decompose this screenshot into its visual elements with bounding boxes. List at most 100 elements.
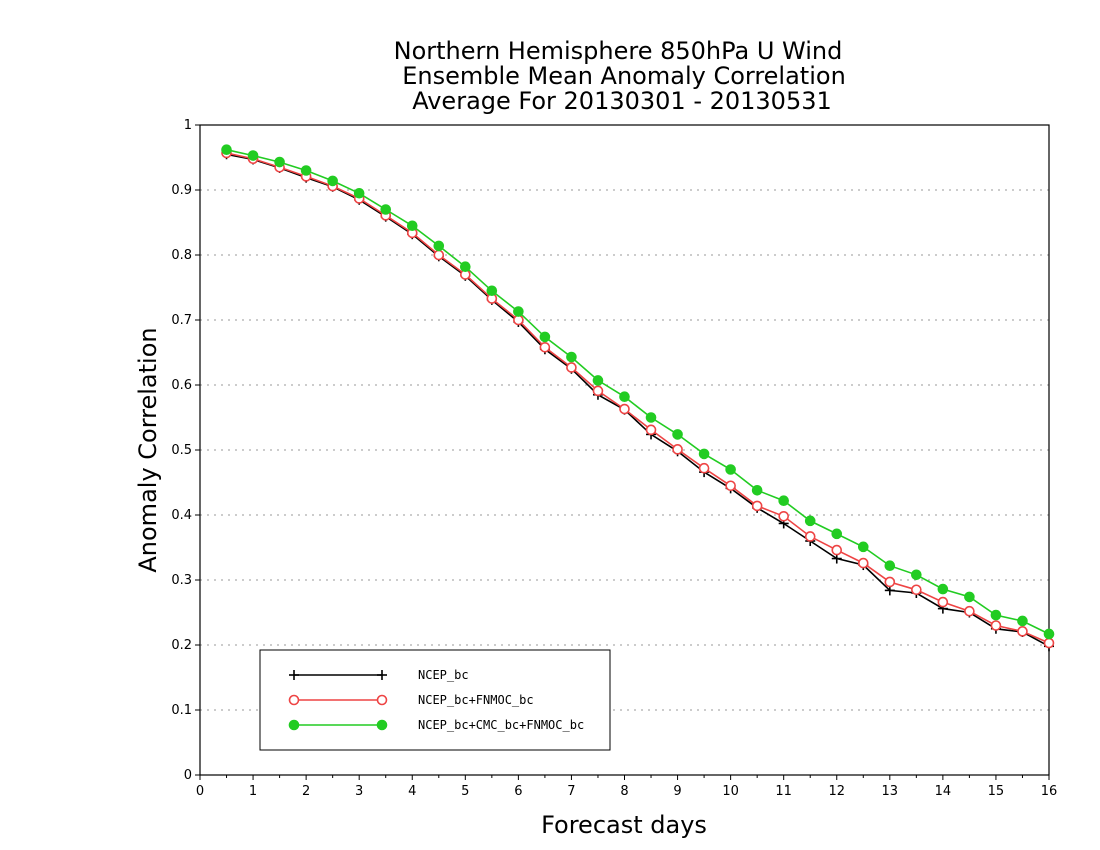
legend-marker: [288, 719, 300, 731]
series-layer: [221, 144, 1055, 652]
data-point: [566, 351, 577, 363]
title-line-3: Average For 20130301 - 20130531: [412, 87, 832, 115]
data-point: [778, 495, 789, 507]
data-point: [778, 510, 789, 522]
x-tick-label: 6: [514, 784, 522, 799]
data-point: [460, 261, 471, 273]
data-point: [990, 609, 1002, 621]
data-point: [698, 448, 710, 460]
x-tick-label: 15: [988, 784, 1005, 799]
data-point: [672, 444, 683, 455]
data-point: [911, 584, 922, 596]
data-point: [831, 544, 843, 556]
legend-marker: [377, 670, 387, 680]
legend-label: NCEP_bc+FNMOC_bc: [418, 693, 534, 707]
data-point: [1017, 615, 1028, 627]
data-point: [247, 150, 259, 161]
y-tick-label: 0.3: [171, 573, 192, 588]
legend-item: NCEP_bc: [289, 668, 469, 682]
series-line: [226, 148, 1050, 635]
x-tick-label: 8: [620, 784, 628, 799]
series-line: [226, 152, 1050, 644]
data-point: [513, 314, 524, 326]
data-point: [274, 156, 285, 168]
data-point: [831, 528, 843, 540]
data-point: [645, 412, 657, 423]
data-point: [804, 515, 816, 527]
data-point: [857, 557, 869, 569]
chart-title: Northern Hemisphere 850hPa U Wind Ensemb…: [394, 37, 846, 115]
x-tick-label: 12: [828, 784, 845, 799]
data-point: [911, 569, 922, 581]
series-1: [221, 149, 1054, 652]
data-point: [300, 165, 312, 176]
data-point: [884, 576, 896, 588]
data-point: [645, 424, 657, 436]
legend: NCEP_bc NCEP_bc+FNMOC_bc NCEP_bc+CMC_bc+FN…: [259, 649, 611, 751]
series-line: [226, 153, 1050, 648]
legend-items: NCEP_bc NCEP_bc+FNMOC_bc NCEP_bc+CMC_bc+FN…: [288, 668, 584, 732]
x-tick-label: 1: [249, 784, 257, 799]
data-point: [937, 596, 949, 608]
title-line-2: Ensemble Mean Anomaly Correlation: [402, 62, 846, 90]
y-tick-label: 0.7: [171, 313, 192, 328]
series-2: [221, 147, 1055, 649]
y-tick-label: 0.2: [171, 638, 192, 653]
y-tick-label: 0.6: [171, 378, 192, 393]
grid: [200, 189, 1049, 711]
data-point: [698, 462, 710, 474]
data-point: [1043, 628, 1055, 640]
x-tick-label: 5: [461, 784, 469, 799]
data-point: [566, 362, 577, 373]
data-point: [619, 391, 630, 403]
x-tick-label: 10: [722, 784, 739, 799]
data-point: [619, 403, 630, 415]
data-point: [406, 220, 418, 232]
x-tick-label: 9: [673, 784, 681, 799]
legend-marker: [376, 694, 388, 706]
data-point: [353, 187, 365, 199]
data-point: [804, 531, 816, 542]
x-axis-label: Forecast days: [541, 811, 707, 839]
legend-marker: [289, 670, 299, 680]
y-tick-label: 0: [184, 768, 192, 783]
x-tick-label: 4: [408, 784, 416, 799]
data-point: [513, 306, 524, 317]
data-point: [221, 144, 232, 155]
y-tick-label: 0.9: [171, 183, 192, 198]
data-point: [592, 385, 604, 397]
x-tick-label: 13: [882, 784, 899, 799]
data-point: [751, 485, 763, 496]
data-point: [857, 541, 869, 553]
x-tick-label: 2: [302, 784, 310, 799]
x-tick-label: 0: [196, 784, 204, 799]
series-3: [221, 144, 1055, 640]
data-point: [964, 591, 975, 603]
data-point: [937, 583, 949, 595]
y-tick-label: 0.4: [171, 508, 192, 523]
x-tick-label: 7: [567, 784, 575, 799]
data-point: [884, 560, 896, 572]
legend-item: NCEP_bc+FNMOC_bc: [288, 693, 534, 707]
data-point: [433, 240, 445, 252]
legend-item: NCEP_bc+CMC_bc+FNMOC_bc: [288, 718, 584, 732]
data-point: [725, 464, 736, 475]
legend-label: NCEP_bc+CMC_bc+FNMOC_bc: [418, 718, 584, 732]
x-tick-label: 16: [1041, 784, 1058, 799]
y-tick-label: 1: [184, 118, 192, 133]
legend-marker: [288, 694, 300, 706]
data-point: [592, 375, 604, 386]
data-point: [486, 285, 498, 297]
data-point: [672, 429, 683, 440]
x-tick-label: 3: [355, 784, 363, 799]
title-line-1: Northern Hemisphere 850hPa U Wind: [394, 37, 843, 65]
data-point: [539, 341, 551, 353]
data-point: [990, 620, 1002, 631]
data-point: [433, 249, 445, 261]
data-point: [1043, 637, 1055, 649]
y-axis-label: Anomaly Correlation: [134, 327, 162, 572]
y-tick-label: 0.5: [171, 443, 192, 458]
x-tick-label: 11: [775, 784, 792, 799]
legend-marker: [376, 719, 388, 731]
